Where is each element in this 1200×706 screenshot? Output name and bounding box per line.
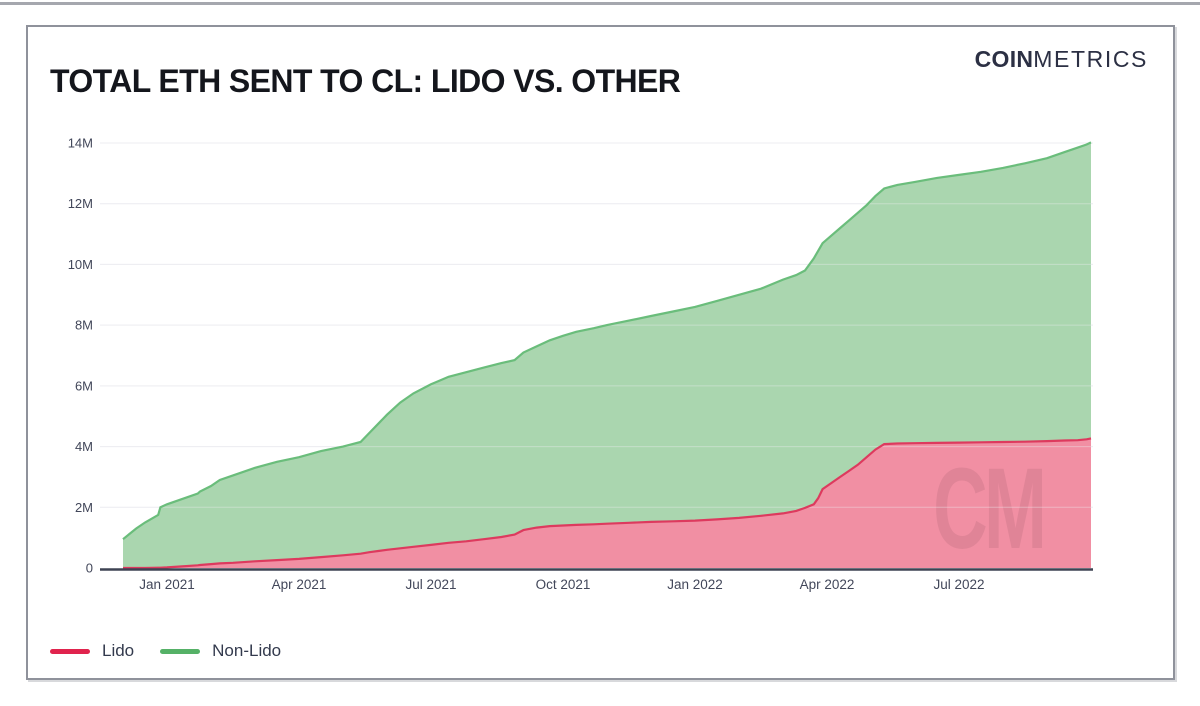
y-tick-label: 10M bbox=[68, 257, 93, 272]
y-tick-label: 12M bbox=[68, 196, 93, 211]
y-tick-label: 8M bbox=[75, 318, 93, 333]
logo-coin: COIN bbox=[974, 46, 1034, 72]
x-tick-label: Jul 2022 bbox=[933, 577, 984, 592]
x-tick-label: Jul 2021 bbox=[405, 577, 456, 592]
cm-watermark: CM bbox=[933, 444, 1043, 573]
y-tick-label: 6M bbox=[75, 378, 93, 393]
page-top-rule bbox=[0, 2, 1200, 5]
non-lido-line bbox=[122, 141, 1092, 541]
non-lido-area bbox=[123, 142, 1091, 568]
x-tick-label: Jan 2021 bbox=[139, 577, 195, 592]
y-tick-label: 4M bbox=[75, 439, 93, 454]
lido-line bbox=[123, 437, 1092, 570]
x-tick-label: Apr 2021 bbox=[272, 577, 327, 592]
lido-legend-label: Lido bbox=[102, 641, 135, 660]
x-tick-label: Oct 2021 bbox=[536, 577, 591, 592]
x-tick-label: Jan 2022 bbox=[667, 577, 723, 592]
chart-title: TOTAL ETH SENT TO CL: LIDO VS. OTHER bbox=[50, 63, 681, 100]
chart-legend: Lido Non-Lido bbox=[50, 641, 281, 661]
non-lido-legend-label: Non-Lido bbox=[212, 641, 282, 660]
coinmetrics-logo: COINMETRICS bbox=[975, 48, 1148, 71]
y-tick-label: 0 bbox=[86, 561, 93, 576]
y-tick-label: 14M bbox=[68, 136, 93, 151]
non-lido-swatch bbox=[160, 648, 201, 654]
lido-swatch bbox=[50, 648, 90, 654]
legend-item-lido[interactable]: Lido bbox=[50, 641, 134, 661]
x-tick-label: Apr 2022 bbox=[800, 577, 855, 592]
legend-item-non-lido[interactable]: Non-Lido bbox=[160, 641, 281, 661]
y-tick-label: 2M bbox=[75, 500, 93, 515]
logo-metrics: METRICS bbox=[1033, 46, 1148, 72]
lido-area bbox=[123, 438, 1091, 568]
